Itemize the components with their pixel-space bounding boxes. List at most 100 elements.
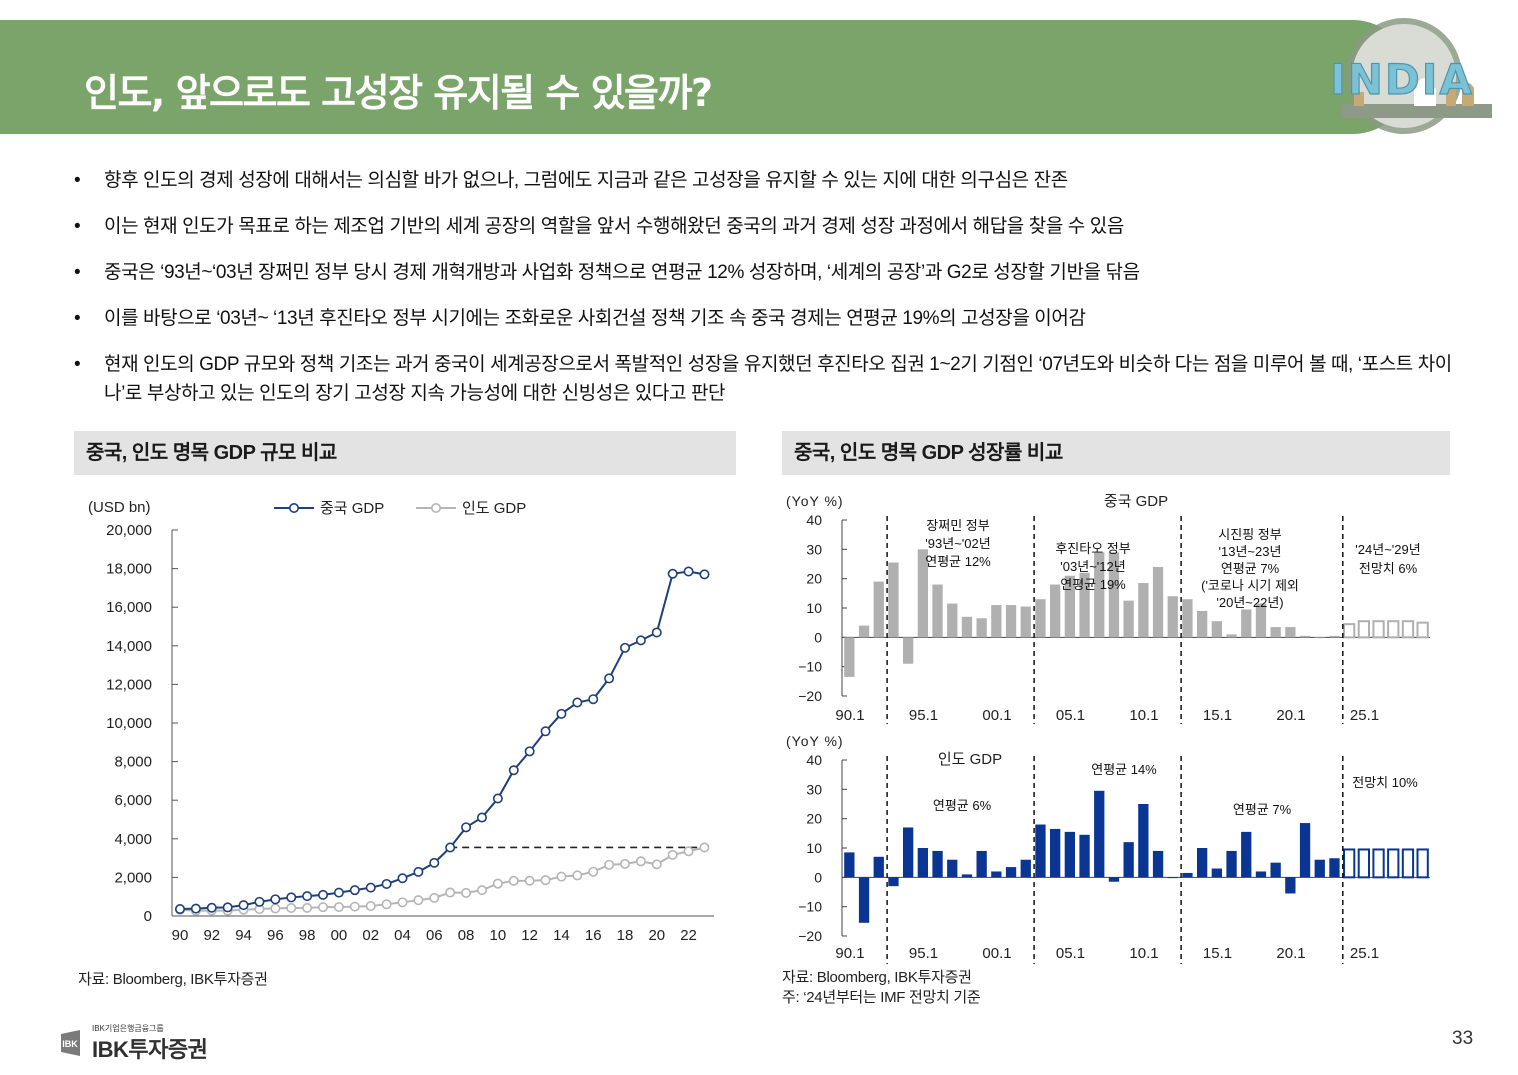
data-bar (1005, 867, 1017, 878)
chart-title: 중국 GDP (1104, 493, 1168, 510)
data-bar (1167, 877, 1178, 879)
y-tick-label: 30 (806, 781, 822, 797)
data-point-china (445, 842, 456, 853)
data-bar (976, 850, 987, 878)
data-point-china (524, 746, 535, 757)
data-point-china (699, 569, 710, 580)
data-point-china (588, 694, 599, 705)
data-bar (1152, 850, 1164, 878)
data-bar (976, 618, 987, 638)
data-point-india (524, 875, 535, 886)
data-bar (903, 827, 914, 878)
x-tick-label: 00 (331, 927, 348, 944)
data-point-india (397, 897, 408, 908)
x-tick-label: 95.1 (909, 707, 938, 724)
data-point-india (651, 859, 662, 870)
bullet-list: 향후 인도의 경제 성장에 대해서는 의심할 바가 없으나, 그럼에도 지금과 … (72, 166, 1452, 425)
y-tick-label: 40 (806, 752, 822, 768)
data-point-india (699, 842, 710, 853)
data-point-india (556, 871, 567, 882)
y-axis-label: (USD bn) (88, 499, 151, 516)
x-tick-label: 12 (521, 927, 538, 944)
data-point-china (619, 642, 630, 653)
forecast-bar (1343, 848, 1356, 879)
data-bar (991, 871, 1002, 878)
data-point-india (461, 887, 472, 898)
data-bar (1285, 627, 1296, 638)
legend-label: 인도 GDP (462, 500, 526, 517)
y-tick-label: 20 (806, 571, 822, 587)
x-tick-label: 15.1 (1203, 707, 1232, 724)
data-point-china (429, 857, 440, 868)
y-tick-label: 4,000 (114, 831, 152, 848)
chart-title: 인도 GDP (938, 751, 1002, 768)
data-point-india (635, 856, 646, 867)
data-point-india (302, 902, 313, 913)
data-bar (1211, 868, 1222, 878)
x-tick-label: 92 (203, 927, 220, 944)
company-sub: IBK기업은행금융그룹 (92, 1024, 164, 1033)
data-bar (1299, 823, 1311, 878)
x-tick-label: 25.1 (1350, 945, 1379, 962)
data-bar (1329, 858, 1340, 878)
y-tick-label: 6,000 (114, 792, 152, 809)
data-bar (903, 637, 914, 664)
data-point-china (556, 708, 567, 719)
data-point-china (206, 902, 217, 913)
data-bar (1079, 834, 1090, 878)
data-bar (947, 859, 958, 878)
data-point-china (190, 903, 201, 914)
data-point-china (508, 765, 519, 776)
data-point-china (381, 878, 392, 889)
x-tick-label: 05.1 (1056, 707, 1085, 724)
data-bar (991, 605, 1002, 638)
data-bar (1050, 828, 1061, 878)
data-point-china (397, 873, 408, 884)
data-point-china (318, 889, 329, 900)
x-tick-label: 16 (585, 927, 602, 944)
y-tick-label: 10,000 (106, 715, 152, 732)
y-tick-label: 0 (814, 629, 822, 645)
right-section-title: 중국, 인도 명목 GDP 성장률 비교 (782, 431, 1450, 475)
y-axis-label: (YoY %) (786, 733, 844, 749)
data-point-india (333, 901, 344, 912)
y-tick-label: −20 (798, 928, 822, 944)
forecast-bar (1416, 848, 1429, 879)
data-point-india (619, 858, 630, 869)
data-bar (961, 616, 973, 638)
data-bar (1123, 842, 1134, 878)
x-tick-label: 20 (648, 927, 665, 944)
right-note: 주: ‘24년부터는 IMF 전망치 기준 (782, 989, 981, 1006)
data-bar (917, 848, 928, 878)
x-tick-label: 96 (267, 927, 284, 944)
period-annotation: 전망치 10% (1352, 775, 1418, 790)
x-tick-label: 90 (172, 927, 189, 944)
y-tick-label: 12,000 (106, 676, 152, 693)
x-tick-label: 94 (235, 927, 252, 944)
data-point-india (318, 902, 329, 913)
data-point-india (413, 895, 424, 906)
data-bar (858, 625, 870, 638)
data-bar (961, 874, 973, 878)
y-tick-label: 30 (806, 541, 822, 557)
series-line-india (179, 846, 705, 912)
y-tick-label: 40 (806, 512, 822, 528)
x-tick-label: 20.1 (1276, 945, 1305, 962)
left-section-title: 중국, 인도 명목 GDP 규모 비교 (74, 431, 736, 475)
x-tick-label: 02 (362, 927, 379, 944)
data-bar (1226, 850, 1237, 878)
data-bar (1064, 831, 1075, 878)
data-point-china (476, 812, 487, 823)
x-tick-label: 90.1 (835, 707, 864, 724)
y-tick-label: 20 (806, 811, 822, 827)
data-bar (1197, 610, 1208, 638)
x-tick-label: 25.1 (1350, 707, 1379, 724)
data-point-india (683, 846, 694, 857)
data-bar (844, 637, 855, 677)
period-annotation: 연평균 6% (933, 798, 992, 813)
data-point-china (413, 866, 424, 877)
data-bar (1079, 572, 1090, 638)
data-bar (1108, 877, 1120, 882)
data-point-india (604, 859, 615, 870)
data-bar (1050, 584, 1061, 638)
